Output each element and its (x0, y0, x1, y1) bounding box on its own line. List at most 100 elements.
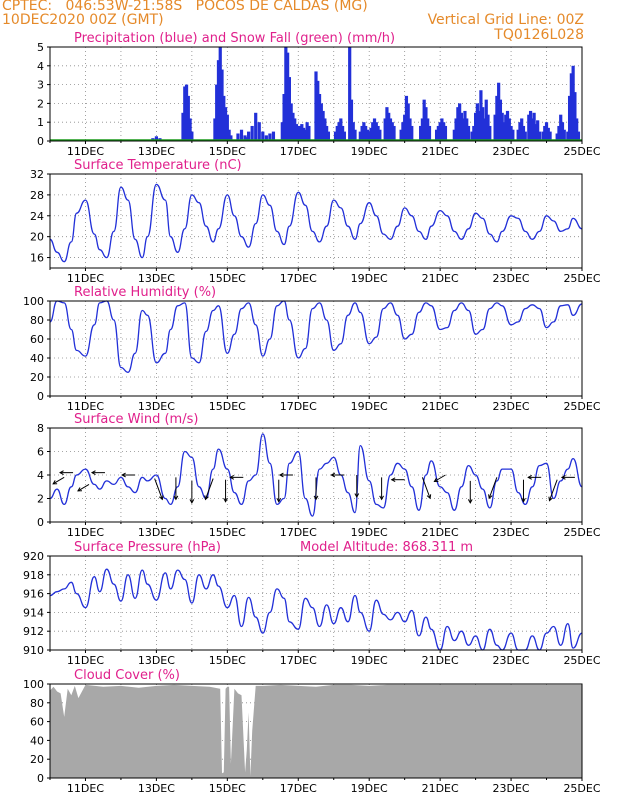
wind-arrowhead (77, 487, 82, 492)
precip-bar (548, 131, 552, 141)
x-tick-label: 19DEC (351, 526, 388, 539)
precip-bar (335, 125, 339, 141)
precip-bar (367, 131, 371, 141)
panel-frame (49, 683, 583, 779)
precip-bar (314, 71, 318, 141)
precip-bar (454, 118, 458, 141)
x-tick-label: 13DEC (138, 400, 175, 413)
precip-bar (317, 94, 322, 141)
precip-bar (289, 103, 293, 141)
y-tick-label: 920 (23, 550, 44, 563)
precip-bar (463, 110, 467, 141)
panel-title: Surface Wind (m/s) (74, 412, 198, 427)
precip-bar (358, 131, 362, 141)
x-tick-label: 15DEC (209, 272, 246, 285)
precip-bar (528, 110, 533, 141)
x-tick-label: 19DEC (351, 782, 388, 795)
precip-bar (247, 131, 251, 141)
precip-bar (341, 125, 345, 141)
x-tick-label: 11DEC (67, 782, 104, 795)
model-id: TQ0126L028 (494, 27, 584, 43)
precip-bar (225, 114, 229, 141)
precip-bar (408, 118, 412, 141)
precip-bar (353, 129, 357, 141)
precip-bar (215, 84, 219, 141)
precip-bar (301, 127, 306, 141)
precip-bar (239, 129, 244, 141)
x-tick-label: 23DEC (493, 654, 530, 667)
precip-bar (291, 112, 295, 141)
precip-bar (557, 125, 561, 141)
precip-bar (488, 125, 492, 141)
precip-bar (505, 110, 510, 141)
wind-arrowhead (158, 495, 164, 501)
precip-bar (518, 122, 522, 141)
wind-arrow (77, 483, 90, 492)
precip-bar (378, 129, 382, 141)
series-line (49, 183, 583, 263)
run-date: 10DEC2020 00Z (GMT) (2, 12, 164, 28)
precip-bar (371, 122, 375, 141)
precip-bar (271, 131, 276, 141)
x-tick-label: 21DEC (422, 526, 459, 539)
y-tick-label: 40 (30, 352, 44, 365)
x-tick-label: 21DEC (422, 272, 459, 285)
precip-bar (419, 125, 423, 141)
panel-5: 0 20 40 60 80 100 11DEC 13DEC 15DEC 17DEC 19DEC 21D… (23, 668, 601, 795)
wind-arrowhead (390, 477, 396, 483)
panel-frame (49, 46, 583, 142)
precip-bar (562, 129, 566, 141)
precip-bar (440, 118, 444, 141)
x-tick-label: 17DEC (280, 654, 317, 667)
y-tick-label: 80 (30, 697, 44, 710)
x-tick-label: 19DEC (351, 400, 388, 413)
wind-arrowhead (354, 493, 360, 499)
precip-bar (186, 95, 190, 141)
y-tick-label: 20 (30, 231, 44, 244)
precip-bar (474, 112, 478, 141)
precip-bar (426, 118, 430, 141)
precip-bar (504, 114, 508, 141)
precip-bar (544, 122, 549, 141)
precip-bar (484, 99, 488, 141)
wind-arrowhead (121, 472, 126, 478)
precip-bar (470, 131, 474, 141)
precip-bar (307, 125, 311, 141)
wind-arrow (204, 478, 214, 500)
precip-bar (481, 107, 485, 141)
precip-bar (293, 118, 297, 141)
y-tick-label: 4 (37, 469, 44, 482)
precip-bar (410, 125, 414, 141)
precip-bar (422, 99, 426, 141)
panel-frame (49, 300, 583, 397)
y-tick-label: 2 (37, 97, 44, 110)
precip-bar (280, 122, 284, 141)
panel-2: 0 20 40 60 80 100 11DEC 13DEC 15DEC 17DEC 19DEC 21D… (23, 285, 601, 413)
precip-bar (362, 122, 366, 141)
panel-title: Cloud Cover (%) (74, 668, 180, 683)
x-tick-label: 21DEC (422, 145, 459, 158)
precip-bar (555, 133, 559, 141)
precip-bar (188, 118, 192, 141)
precip-bar (282, 94, 286, 141)
precip-bar (337, 122, 341, 141)
y-tick-label: 6 (37, 446, 44, 459)
wind-arrowhead (173, 495, 179, 501)
precip-bar (511, 129, 515, 141)
wind-arrowhead (229, 474, 235, 480)
y-tick-label: 60 (30, 333, 44, 346)
panel-title: Surface Temperature (nC) (74, 158, 242, 173)
precip-bar (456, 107, 460, 141)
wind-arrowhead (278, 472, 284, 478)
precip-bar (571, 65, 575, 141)
precip-bar (466, 125, 471, 141)
precip-bar (333, 131, 338, 141)
wind-arrowhead (527, 474, 532, 480)
y-tick-label: 5 (37, 41, 44, 54)
precip-bar (493, 114, 497, 141)
x-tick-label: 17DEC (280, 145, 317, 158)
precip-bar (236, 133, 240, 141)
wind-arrowhead (330, 472, 336, 478)
x-tick-label: 17DEC (280, 526, 317, 539)
